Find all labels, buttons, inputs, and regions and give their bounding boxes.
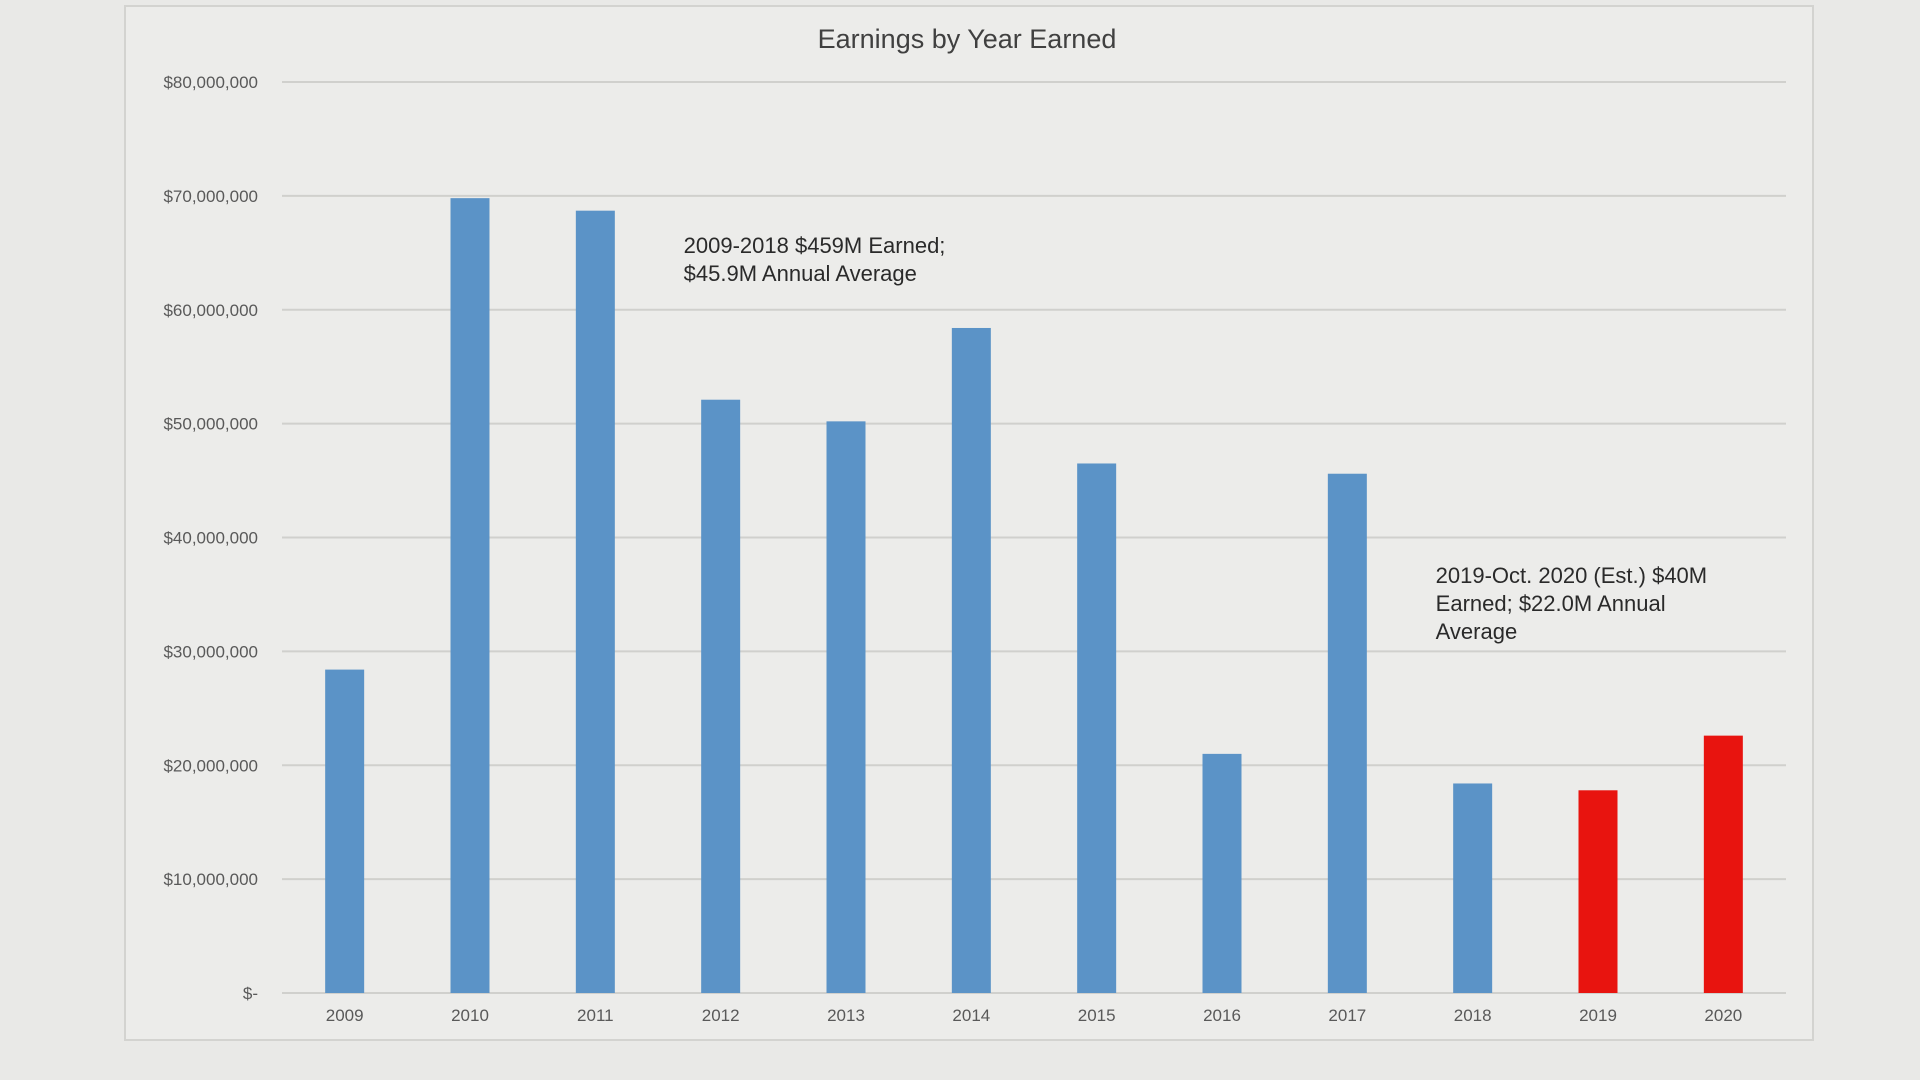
x-tick-label: 2015 — [1078, 1006, 1116, 1025]
annotation-1: 2009-2018 $459M Earned; $45.9M Annual Ave… — [684, 233, 946, 286]
x-tick-label: 2016 — [1203, 1006, 1241, 1025]
y-tick-label: $50,000,000 — [163, 415, 258, 434]
annotation-line: $45.9M Annual Average — [684, 261, 917, 286]
x-tick-label: 2012 — [702, 1006, 740, 1025]
y-tick-label: $10,000,000 — [163, 870, 258, 889]
bar-2011 — [575, 210, 615, 993]
x-tick-label: 2011 — [577, 1006, 614, 1025]
bar-2019 — [1578, 790, 1618, 993]
x-tick-label: 2019 — [1579, 1006, 1617, 1025]
y-tick-label: $- — [243, 984, 258, 1003]
bars — [325, 198, 1743, 994]
y-tick-label: $70,000,000 — [163, 187, 258, 206]
x-tick-label: 2020 — [1704, 1006, 1742, 1025]
x-tick-label: 2009 — [326, 1006, 364, 1025]
annotation-line: Earned; $22.0M Annual — [1436, 591, 1666, 616]
x-tick-label: 2014 — [952, 1006, 990, 1025]
gridlines — [282, 81, 1786, 994]
annotations: 2009-2018 $459M Earned; $45.9M Annual Ave… — [684, 233, 1707, 644]
bar-2018 — [1453, 783, 1493, 993]
bar-2017 — [1327, 473, 1367, 994]
y-tick-label: $80,000,000 — [163, 73, 258, 92]
bar-2020 — [1703, 735, 1743, 993]
bar-2016 — [1202, 753, 1242, 993]
bar-2009 — [325, 669, 365, 993]
x-tick-label: 2018 — [1454, 1006, 1492, 1025]
chart-title: Earnings by Year Earned — [818, 24, 1117, 54]
annotation-line: 2009-2018 $459M Earned; — [684, 233, 946, 258]
bar-2012 — [701, 399, 741, 993]
bar-2014 — [951, 327, 991, 994]
y-tick-label: $20,000,000 — [163, 756, 258, 775]
bar-2015 — [1077, 463, 1117, 993]
bar-2013 — [826, 421, 866, 993]
x-tick-label: 2010 — [451, 1006, 489, 1025]
x-tick-label: 2017 — [1328, 1006, 1366, 1025]
y-axis-tick-labels: $- $10,000,000 $20,000,000 $30,000,000 $40,0… — [163, 73, 258, 1003]
annotation-line: 2019-Oct. 2020 (Est.) $40M — [1436, 563, 1707, 588]
annotation-2: 2019-Oct. 2020 (Est.) $40M Earned; $22.0M… — [1436, 563, 1707, 644]
x-axis-tick-labels: 2009 2010 2011 2012 2013 2014 2015 2016 2017 2018… — [326, 1006, 1742, 1025]
x-tick-label: 2013 — [827, 1006, 865, 1025]
y-tick-label: $40,000,000 — [163, 529, 258, 548]
y-tick-label: $60,000,000 — [163, 301, 258, 320]
annotation-line: Average — [1436, 619, 1518, 644]
y-tick-label: $30,000,000 — [163, 642, 258, 661]
bar-2010 — [450, 198, 490, 994]
